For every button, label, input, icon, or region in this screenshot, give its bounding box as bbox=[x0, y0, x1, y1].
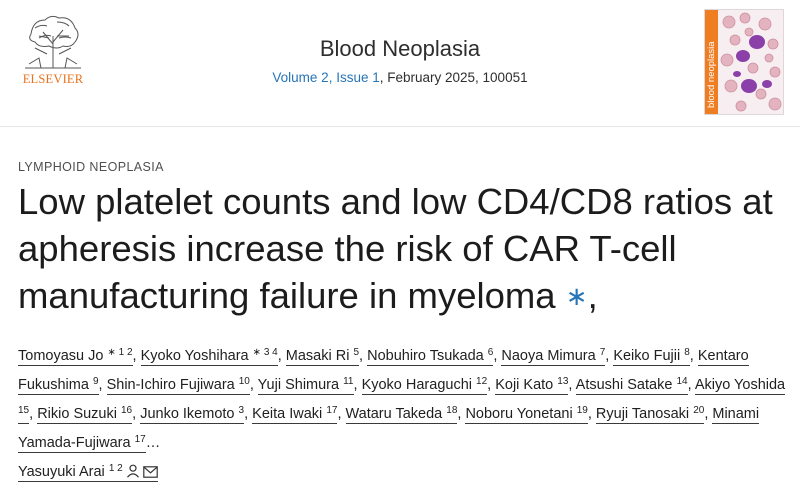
author-link[interactable]: Keiko Fujii 8 bbox=[613, 347, 690, 366]
author-link[interactable]: Kyoko Haraguchi 12 bbox=[361, 376, 488, 395]
author-name: Ryuji Tanosaki bbox=[595, 406, 690, 422]
author-link[interactable]: Masaki Ri 5 bbox=[285, 347, 360, 366]
author-name: Kyoko Yoshihara bbox=[140, 348, 249, 364]
title-footnote-marker[interactable]: ∗ bbox=[565, 281, 588, 311]
author-list-ellipsis: … bbox=[145, 435, 161, 451]
author-affiliation: 17 bbox=[134, 434, 146, 445]
author-name: Kentaro Fukushima bbox=[18, 348, 749, 393]
author-link[interactable]: Keita Iwaki 17 bbox=[252, 405, 338, 424]
author-affiliation: 10 bbox=[238, 376, 250, 387]
author-affiliation: 19 bbox=[576, 405, 588, 416]
author-link[interactable]: Nobuhiro Tsukada 6 bbox=[367, 347, 494, 366]
author-name: Shin-Ichiro Fujiwara bbox=[106, 377, 235, 393]
author-link[interactable]: Koji Kato 13 bbox=[495, 376, 569, 395]
journal-cover[interactable]: blood neoplasia bbox=[704, 9, 784, 115]
elsevier-wordmark: ELSEVIER bbox=[22, 72, 84, 86]
author-name: Atsushi Satake bbox=[575, 377, 673, 393]
cover-spine bbox=[705, 10, 718, 114]
author-name: Koji Kato bbox=[495, 377, 554, 393]
elsevier-tree-icon bbox=[25, 15, 81, 69]
author-affiliation: 12 bbox=[476, 376, 488, 387]
author-name: Nobuhiro Tsukada bbox=[367, 348, 484, 364]
author-name: Junko Ikemoto bbox=[140, 406, 235, 422]
author-link[interactable]: Rikio Suzuki 16 bbox=[37, 405, 133, 424]
author-affiliation: 13 bbox=[557, 376, 569, 387]
cover-title: blood neoplasia bbox=[706, 41, 717, 108]
author-link[interactable]: Yasuyuki Arai 1 2 bbox=[18, 464, 158, 482]
blood-cells-image bbox=[720, 12, 782, 112]
author-link[interactable]: Junko Ikemoto 3 bbox=[140, 405, 245, 424]
author-name: Yuji Shimura bbox=[257, 377, 340, 393]
author-name: Yasuyuki Arai bbox=[18, 464, 105, 480]
author-affiliation: 3 bbox=[238, 405, 245, 416]
author-affiliation: 6 bbox=[487, 347, 494, 358]
article-category: LYMPHOID NEOPLASIA bbox=[18, 160, 164, 174]
author-affiliation: 9 bbox=[92, 376, 99, 387]
author-list: Tomoyasu Jo ∗ 1 2, Kyoko Yoshihara ∗ 3 4… bbox=[18, 342, 788, 489]
author-link[interactable]: Kentaro Fukushima 9 bbox=[18, 348, 749, 395]
author-link[interactable]: Kyoko Yoshihara ∗ 3 4 bbox=[140, 347, 278, 366]
author-name: Keiko Fujii bbox=[613, 348, 681, 364]
author-name: Keita Iwaki bbox=[252, 406, 323, 422]
author-link[interactable]: Noboru Yonetani 19 bbox=[465, 405, 588, 424]
author-affiliation: 11 bbox=[343, 376, 354, 387]
article-title: Low platelet counts and low CD4/CD8 rati… bbox=[18, 178, 788, 320]
author-link[interactable]: Atsushi Satake 14 bbox=[575, 376, 688, 395]
author-name: Rikio Suzuki bbox=[37, 406, 117, 422]
header-divider bbox=[0, 126, 800, 127]
author-name: Minami Yamada-Fujiwara bbox=[18, 406, 760, 451]
author-affiliation: 5 bbox=[353, 347, 360, 358]
journal-header: ELSEVIER Blood Neoplasia Volume 2, Issue… bbox=[0, 0, 800, 125]
author-affiliation: 16 bbox=[121, 405, 133, 416]
journal-info: Blood Neoplasia Volume 2, Issue 1, Febru… bbox=[200, 36, 600, 85]
author-affiliation: 14 bbox=[676, 376, 688, 387]
author-name: Naoya Mimura bbox=[501, 348, 596, 364]
author-name: Kyoko Haraguchi bbox=[361, 377, 472, 393]
author-link[interactable]: Yuji Shimura 11 bbox=[257, 376, 354, 395]
author-link[interactable]: Shin-Ichiro Fujiwara 10 bbox=[106, 376, 250, 395]
author-affiliation: 8 bbox=[684, 347, 690, 358]
author-affiliation: ∗ 1 2 bbox=[107, 347, 133, 358]
article-title-text: Low platelet counts and low CD4/CD8 rati… bbox=[18, 181, 773, 316]
author-affiliation: 20 bbox=[693, 405, 705, 416]
author-affiliation: 1 2 bbox=[108, 463, 123, 474]
author-link[interactable]: Wataru Takeda 18 bbox=[345, 405, 458, 424]
elsevier-logo[interactable]: ELSEVIER bbox=[17, 14, 89, 90]
author-link[interactable]: Minami Yamada-Fujiwara 17 bbox=[18, 406, 760, 453]
author-name: Tomoyasu Jo bbox=[18, 348, 104, 364]
title-trailing-comma: , bbox=[587, 275, 598, 316]
author-name: Wataru Takeda bbox=[345, 406, 443, 422]
author-affiliation: 15 bbox=[18, 405, 30, 416]
author-link[interactable]: Tomoyasu Jo ∗ 1 2 bbox=[18, 348, 133, 366]
author-link[interactable]: Naoya Mimura 7 bbox=[501, 347, 606, 366]
author-link[interactable]: Ryuji Tanosaki 20 bbox=[595, 405, 705, 424]
journal-title[interactable]: Blood Neoplasia bbox=[319, 36, 481, 61]
person-icon bbox=[126, 460, 140, 489]
volume-issue-link[interactable]: Volume 2, Issue 1 bbox=[272, 70, 380, 85]
author-affiliation: ∗ 3 4 bbox=[252, 347, 278, 358]
journal-meta: Volume 2, Issue 1, February 2025, 100051 bbox=[200, 70, 600, 85]
author-affiliation: 17 bbox=[326, 405, 338, 416]
publication-date-id: , February 2025, 100051 bbox=[379, 70, 528, 85]
author-affiliation: 18 bbox=[446, 405, 458, 416]
author-affiliation: 7 bbox=[599, 347, 606, 358]
author-name: Masaki Ri bbox=[285, 348, 350, 364]
author-name: Noboru Yonetani bbox=[465, 406, 573, 422]
email-icon[interactable] bbox=[142, 460, 158, 489]
author-link[interactable]: Akiyo Yoshida 15 bbox=[18, 377, 786, 424]
author-name: Akiyo Yoshida bbox=[694, 377, 786, 393]
